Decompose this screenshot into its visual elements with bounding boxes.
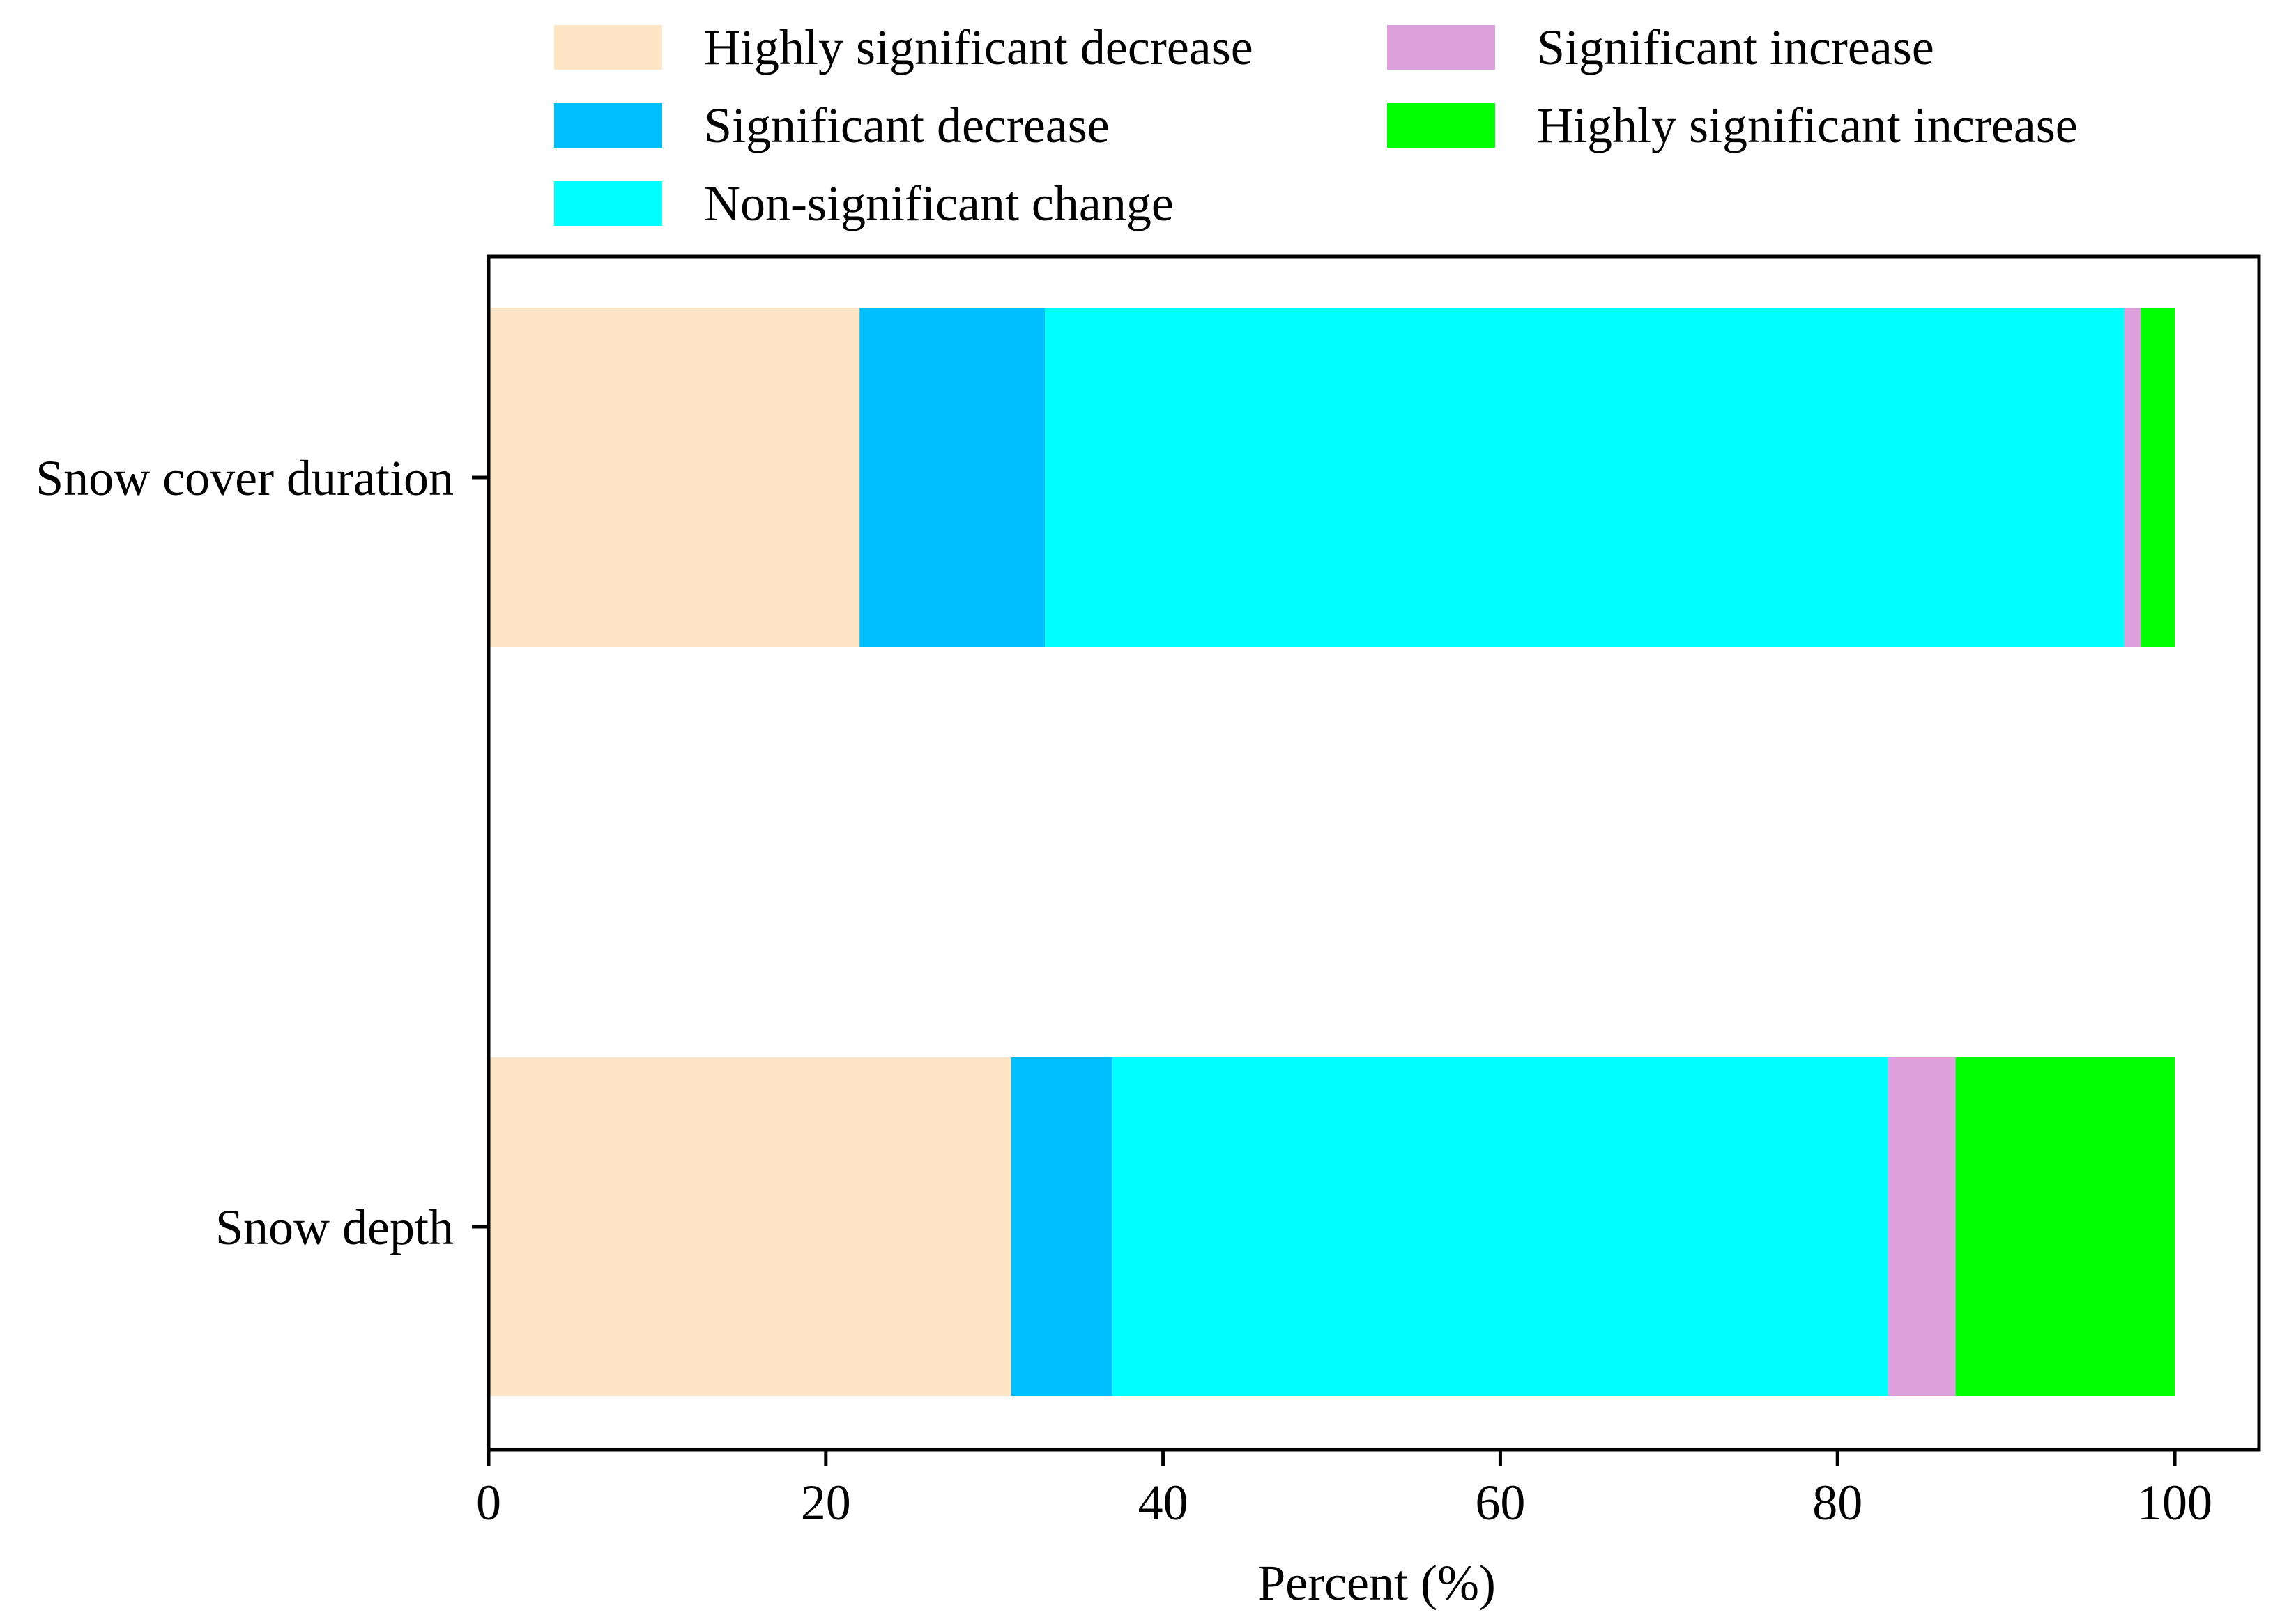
bar-snow-cover-duration-significant-decrease xyxy=(859,308,1046,647)
axes: 0 20 40 60 80 100 Snow cover duration Snow dept… xyxy=(36,450,2212,1531)
legend-label-non-significant-change: Non-significant change xyxy=(704,176,1174,231)
category-label-snow-depth: Snow depth xyxy=(215,1200,454,1255)
bar-snow-cover-duration-non-significant-change xyxy=(1045,308,2125,647)
x-axis-title: Percent (%) xyxy=(1257,1555,1496,1611)
bar-snow-depth-highly-significant-decrease xyxy=(489,1057,1011,1396)
x-tick-label-0: 0 xyxy=(476,1475,501,1531)
legend-label-highly-significant-decrease: Highly significant decrease xyxy=(704,20,1253,75)
category-label-snow-cover-duration: Snow cover duration xyxy=(36,450,454,506)
bar-snow-cover-duration-highly-significant-decrease xyxy=(489,308,860,647)
x-tick-label-4: 80 xyxy=(1812,1475,1862,1531)
legend-swatch-highly-significant-increase xyxy=(1387,103,1495,148)
bar-snow-depth-highly-significant-increase xyxy=(1955,1057,2175,1396)
bar-snow-depth-significant-increase xyxy=(1888,1057,1956,1396)
x-tick-label-5: 100 xyxy=(2137,1475,2212,1531)
bar-snow-depth-non-significant-change xyxy=(1112,1057,1888,1396)
legend: Highly significant decrease Significant d… xyxy=(554,20,2078,231)
legend-swatch-non-significant-change xyxy=(554,181,662,226)
bar-snow-depth-significant-decrease xyxy=(1011,1057,1113,1396)
bar-snow-cover-duration-significant-increase xyxy=(2124,308,2141,647)
legend-swatch-significant-decrease xyxy=(554,103,662,148)
bars xyxy=(489,308,2175,1396)
x-tick-label-1: 20 xyxy=(801,1475,851,1531)
legend-label-significant-decrease: Significant decrease xyxy=(704,98,1110,153)
legend-label-highly-significant-increase: Highly significant increase xyxy=(1537,98,2078,153)
x-tick-label-2: 40 xyxy=(1138,1475,1188,1531)
x-tick-label-3: 60 xyxy=(1475,1475,1525,1531)
legend-swatch-significant-increase xyxy=(1387,25,1495,70)
plot-frame xyxy=(487,254,2261,1452)
legend-label-significant-increase: Significant increase xyxy=(1537,20,1934,75)
bar-snow-cover-duration-highly-significant-increase xyxy=(2141,308,2175,647)
legend-swatch-highly-significant-decrease xyxy=(554,25,662,70)
